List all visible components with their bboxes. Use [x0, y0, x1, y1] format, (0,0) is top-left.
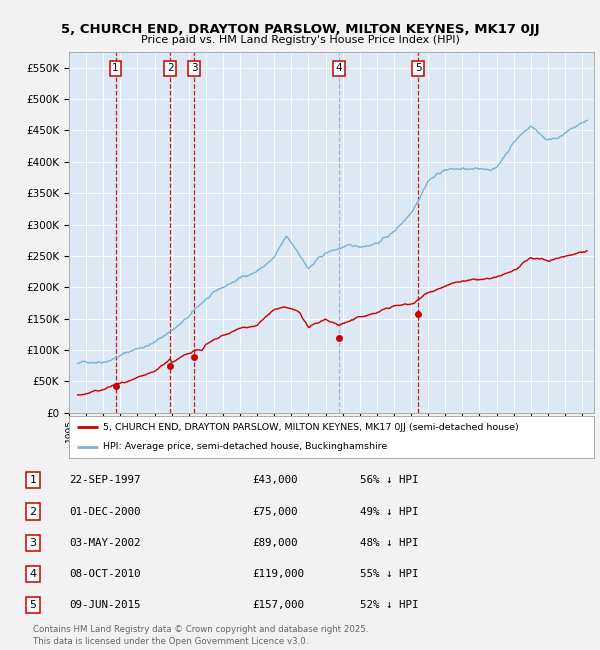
Text: 2: 2: [29, 506, 37, 517]
Text: 56% ↓ HPI: 56% ↓ HPI: [360, 475, 419, 486]
Text: 5: 5: [29, 600, 37, 610]
Text: 48% ↓ HPI: 48% ↓ HPI: [360, 538, 419, 548]
Text: £119,000: £119,000: [252, 569, 304, 579]
Text: 49% ↓ HPI: 49% ↓ HPI: [360, 506, 419, 517]
Text: 3: 3: [191, 63, 197, 73]
Text: 5, CHURCH END, DRAYTON PARSLOW, MILTON KEYNES, MK17 0JJ: 5, CHURCH END, DRAYTON PARSLOW, MILTON K…: [61, 23, 539, 36]
Text: 5, CHURCH END, DRAYTON PARSLOW, MILTON KEYNES, MK17 0JJ (semi-detached house): 5, CHURCH END, DRAYTON PARSLOW, MILTON K…: [103, 423, 519, 432]
Text: 5: 5: [415, 63, 422, 73]
Text: Price paid vs. HM Land Registry's House Price Index (HPI): Price paid vs. HM Land Registry's House …: [140, 35, 460, 46]
Text: 55% ↓ HPI: 55% ↓ HPI: [360, 569, 419, 579]
Text: 3: 3: [29, 538, 37, 548]
Text: 03-MAY-2002: 03-MAY-2002: [69, 538, 140, 548]
Text: 1: 1: [29, 475, 37, 486]
Text: 1: 1: [112, 63, 119, 73]
Text: 01-DEC-2000: 01-DEC-2000: [69, 506, 140, 517]
Text: 09-JUN-2015: 09-JUN-2015: [69, 600, 140, 610]
Text: 52% ↓ HPI: 52% ↓ HPI: [360, 600, 419, 610]
Text: £157,000: £157,000: [252, 600, 304, 610]
Text: 22-SEP-1997: 22-SEP-1997: [69, 475, 140, 486]
Text: Contains HM Land Registry data © Crown copyright and database right 2025.
This d: Contains HM Land Registry data © Crown c…: [33, 625, 368, 646]
Text: £43,000: £43,000: [252, 475, 298, 486]
Text: 4: 4: [335, 63, 342, 73]
Text: 4: 4: [29, 569, 37, 579]
Text: £75,000: £75,000: [252, 506, 298, 517]
Text: 2: 2: [167, 63, 173, 73]
Text: 08-OCT-2010: 08-OCT-2010: [69, 569, 140, 579]
Text: HPI: Average price, semi-detached house, Buckinghamshire: HPI: Average price, semi-detached house,…: [103, 443, 388, 451]
Text: £89,000: £89,000: [252, 538, 298, 548]
